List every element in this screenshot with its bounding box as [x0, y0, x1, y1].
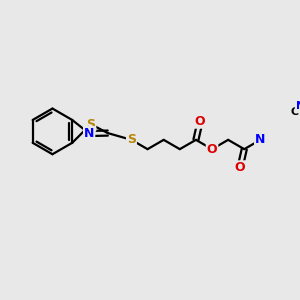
- Text: N: N: [84, 127, 94, 140]
- Text: O: O: [207, 143, 217, 156]
- Text: O: O: [195, 115, 206, 128]
- Text: N: N: [296, 101, 300, 111]
- Text: C: C: [290, 107, 298, 117]
- Text: S: S: [86, 118, 95, 131]
- Text: S: S: [127, 133, 136, 146]
- Text: O: O: [235, 161, 245, 174]
- Text: N: N: [255, 133, 266, 146]
